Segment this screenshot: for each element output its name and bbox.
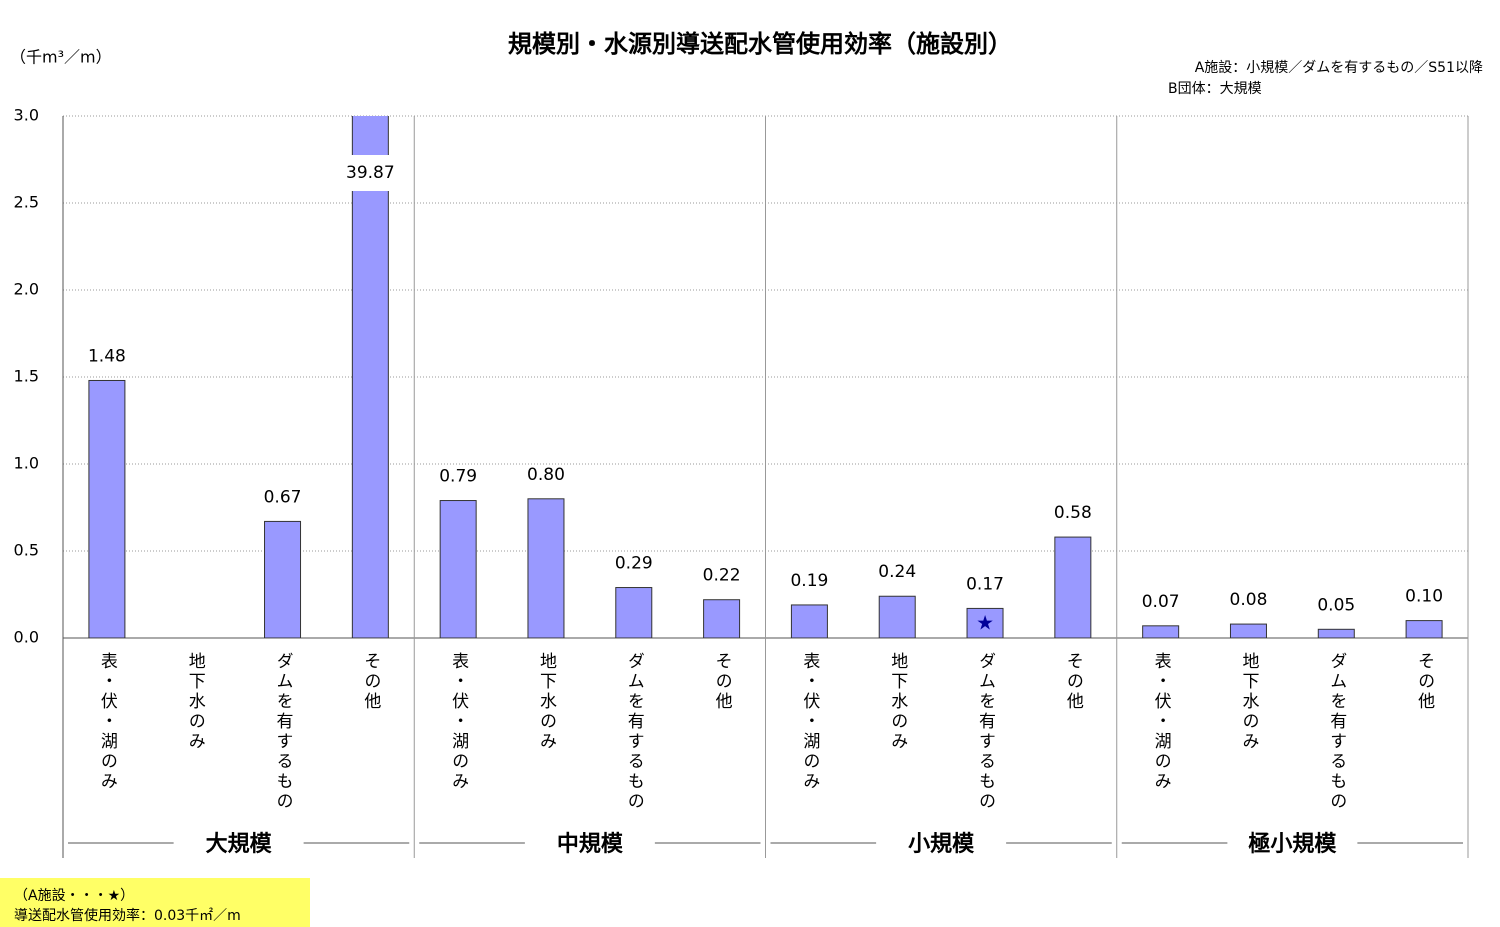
value-label: 0.17 xyxy=(966,574,1004,594)
y-tick-label: 2.5 xyxy=(14,193,39,212)
note-box xyxy=(0,878,310,927)
x-tick-label: ダムを有するもの xyxy=(1326,652,1347,812)
bar xyxy=(439,500,477,638)
star-marker: ★ xyxy=(976,611,994,635)
x-tick-label: ダムを有するもの xyxy=(273,652,294,812)
bar xyxy=(1229,623,1267,638)
bar xyxy=(878,595,916,638)
value-label: 0.29 xyxy=(615,554,653,574)
x-tick-label: その他 xyxy=(360,652,381,712)
x-tick-label: 地下水のみ xyxy=(536,652,557,752)
bar xyxy=(1405,620,1443,638)
annotation: B団体：大規模 xyxy=(1168,81,1262,97)
x-tick-label: 表・伏・湖のみ xyxy=(799,652,820,792)
y-tick-label: 2.0 xyxy=(14,280,39,299)
annotation: A施設：小規模／ダムを有するもの／S51以降 xyxy=(1195,60,1483,76)
group-label: 小規模 xyxy=(908,832,975,857)
y-tick-label: 0.0 xyxy=(14,628,39,647)
group-label-bg xyxy=(173,828,304,858)
value-label: 0.67 xyxy=(264,487,302,507)
group-label: 大規模 xyxy=(206,832,273,857)
value-label: 0.07 xyxy=(1142,592,1180,612)
bar xyxy=(615,587,653,638)
x-tick-label: 地下水のみ xyxy=(887,652,908,752)
y-tick-label: 3.0 xyxy=(14,106,39,125)
x-tick-label: その他 xyxy=(1063,652,1084,712)
x-tick-label: 地下水のみ xyxy=(185,652,206,752)
bar xyxy=(790,604,828,638)
y-tick-label: 0.5 xyxy=(14,541,39,560)
y-tick-label: 1.5 xyxy=(14,367,39,386)
x-tick-label: 表・伏・湖のみ xyxy=(97,652,118,792)
value-label: 0.22 xyxy=(703,566,741,586)
x-tick-label: 地下水のみ xyxy=(1238,652,1259,752)
note: 導送配水管使用効率：0.03千㎡／m xyxy=(14,907,241,924)
x-tick-label: 表・伏・湖のみ xyxy=(448,652,469,792)
value-label: 0.10 xyxy=(1405,587,1443,607)
y-tick-label: 1.0 xyxy=(14,454,39,473)
bar xyxy=(703,599,741,638)
value-label: 0.58 xyxy=(1054,503,1092,523)
bar xyxy=(1054,536,1092,638)
x-tick-label: その他 xyxy=(1414,652,1435,712)
group-label-bg xyxy=(876,828,1007,858)
value-label: 1.48 xyxy=(88,346,126,366)
bar xyxy=(351,116,389,638)
bar xyxy=(88,379,126,638)
group-label: 極小規模 xyxy=(1248,831,1337,857)
value-label: 0.19 xyxy=(790,571,828,591)
value-label: 0.24 xyxy=(878,562,916,582)
bar-break xyxy=(351,155,390,191)
value-label: 0.80 xyxy=(527,465,565,485)
bar xyxy=(527,498,565,638)
x-tick-label: ダムを有するもの xyxy=(624,652,645,812)
note: （A施設・・・★） xyxy=(14,888,134,904)
bar xyxy=(1142,625,1180,638)
group-label-bg xyxy=(524,828,655,858)
value-label: 0.79 xyxy=(439,467,477,487)
value-label: 0.08 xyxy=(1230,590,1268,610)
bar xyxy=(1317,628,1355,638)
chart-title: 規模別・水源別導送配水管使用効率（施設別） xyxy=(508,30,1012,58)
x-tick-label: ダムを有するもの xyxy=(975,652,996,812)
value-label: 39.87 xyxy=(346,163,395,183)
value-label: 0.05 xyxy=(1317,595,1355,615)
bar xyxy=(966,607,1004,638)
x-tick-label: 表・伏・湖のみ xyxy=(1151,652,1172,792)
bar xyxy=(264,520,302,638)
x-tick-label: その他 xyxy=(712,652,733,712)
group-label: 中規模 xyxy=(557,832,624,857)
group-label-bg xyxy=(1227,828,1358,858)
y-axis-label: （千m³／m） xyxy=(10,48,112,67)
